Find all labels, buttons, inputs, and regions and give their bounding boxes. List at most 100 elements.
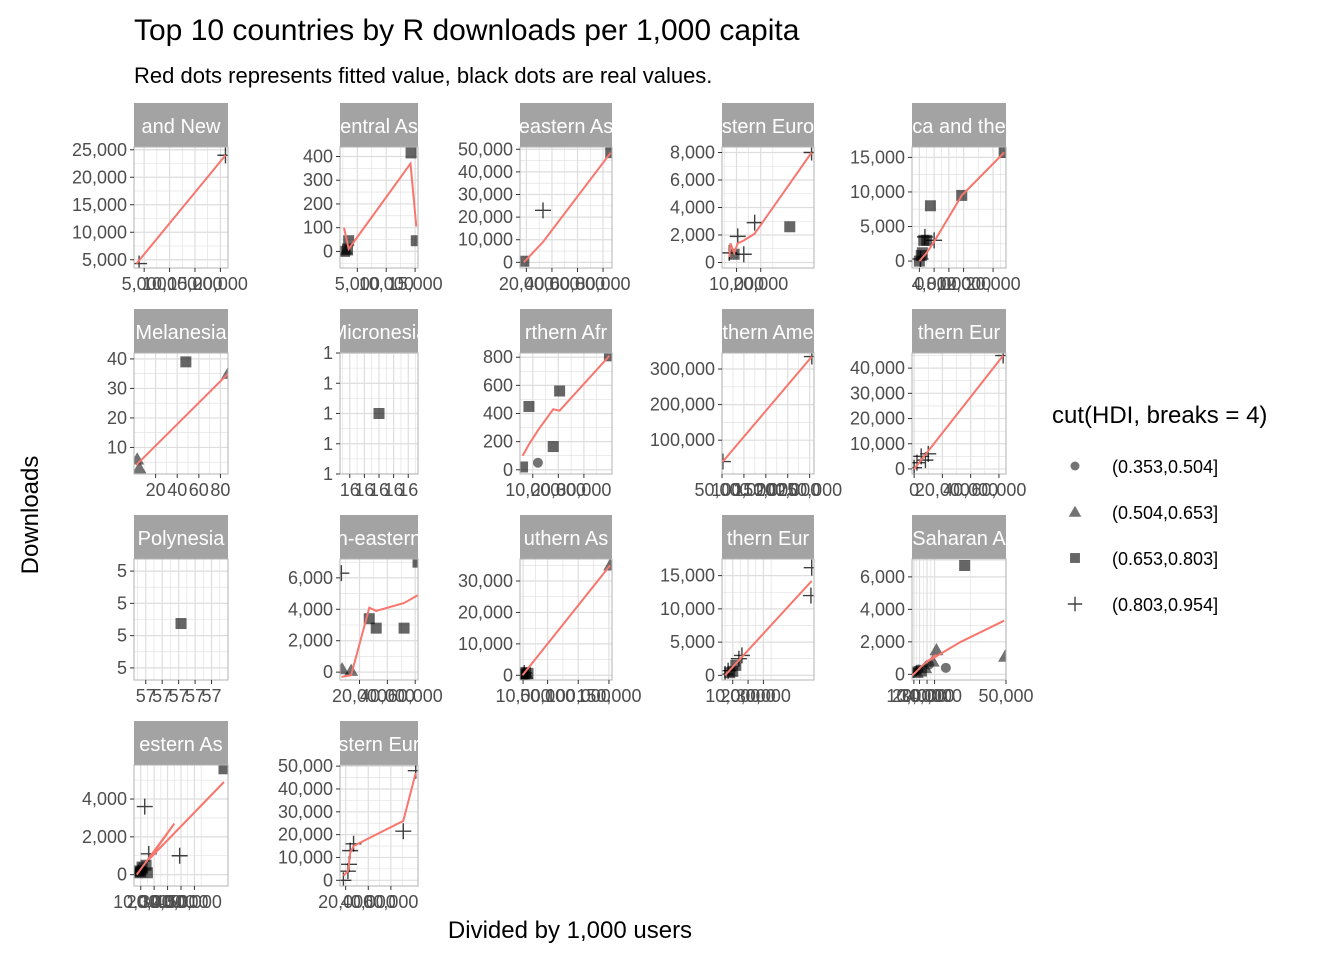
y-tick-label: 40,000 (850, 358, 905, 378)
x-tick-label: 20,000 (332, 686, 387, 706)
y-axis-title: Downloads (17, 456, 44, 575)
facet-strip-label: Micronesia (331, 322, 429, 344)
facet-panel: n-eastern 0 2,000 4,000 6,000 20,00040,00060,… (288, 515, 443, 706)
y-tick-label: 10,000 (458, 230, 513, 250)
data-point (733, 647, 750, 664)
y-tick-label: 400 (483, 404, 513, 424)
y-tick-label: 1 (323, 434, 333, 454)
facet-strip (520, 103, 612, 147)
y-tick-label: 0 (503, 252, 513, 272)
data-point (398, 622, 410, 634)
legend-key-square (1070, 553, 1080, 563)
data-point (959, 559, 971, 571)
x-tick-label: 40 (167, 480, 187, 500)
facet-strip-label: Melanesia (135, 322, 227, 344)
x-tick-label: 40,000 (907, 686, 962, 706)
y-tick-label: 30,000 (278, 802, 333, 822)
x-tick-label: 80,000 (576, 274, 631, 294)
data-point (140, 859, 152, 871)
y-tick-label: 5,000 (82, 250, 127, 270)
x-tick-label: 50,000 (167, 892, 222, 912)
x-tick-label: 57 (136, 686, 156, 706)
x-tick-label: 30,000 (736, 686, 791, 706)
data-point (735, 246, 752, 263)
x-tick-label: 60,000 (971, 480, 1026, 500)
fitted-line (342, 772, 417, 877)
x-tick-label: 57 (185, 686, 205, 706)
data-point (522, 667, 534, 679)
data-point (998, 147, 1006, 159)
y-tick-label: 30,000 (850, 383, 905, 403)
y-tick-label: 4,000 (860, 599, 905, 619)
facet-strip-label: thern Eur (727, 528, 810, 550)
y-tick-label: 30,000 (458, 571, 513, 591)
data-point (363, 613, 375, 625)
y-tick-label: 4,000 (670, 198, 715, 218)
y-tick-label: 4,000 (82, 789, 127, 809)
chart-subtitle: Red dots represents fitted value, black … (134, 63, 712, 88)
facet-strip (340, 103, 418, 147)
facet-panel: rthern Afr 0 200 400 600 800 10,00020,00030,00… (483, 309, 613, 500)
fitted-line (343, 160, 418, 252)
y-tick-label: 0 (503, 460, 513, 480)
x-tick-label: 57 (202, 686, 222, 706)
facet-strip-label: estern As (139, 734, 222, 756)
x-tick-label: 20,000 (733, 274, 788, 294)
facet-strip (912, 309, 1006, 353)
y-tick-label: 25,000 (72, 140, 127, 160)
facet-panel: ca and the05,00010,00015,00004,0008,0001… (850, 103, 1021, 294)
data-point (554, 385, 566, 397)
facet-panel: estern As 0 2,000 4,000 10,00020,00030,00040… (82, 721, 229, 912)
x-tick-label: 40,000 (360, 686, 415, 706)
data-point (532, 457, 543, 468)
x-tick-label: 40,000 (153, 892, 208, 912)
data-point (802, 587, 814, 604)
x-tick-label: 100,000 (546, 686, 611, 706)
data-point (784, 221, 796, 233)
x-tick-label: 20,000 (193, 274, 248, 294)
data-point (373, 408, 385, 419)
facet-strip-label: thern Eur (918, 322, 1001, 344)
y-tick-label: 20 (107, 408, 127, 428)
y-tick-label: 1 (323, 343, 333, 363)
y-tick-label: 300,000 (650, 359, 715, 379)
x-tick-label: 5,000 (122, 274, 167, 294)
x-tick-label: 50,000 (978, 686, 1033, 706)
y-tick-label: 8,000 (670, 143, 715, 163)
data-point (217, 147, 228, 164)
gridlines (721, 353, 814, 474)
data-point (520, 461, 529, 473)
x-tick-label: 20 (146, 480, 166, 500)
y-tick-label: 6,000 (670, 170, 715, 190)
y-tick-label: 10,000 (72, 222, 127, 242)
facet-panels: and New5,00010,00015,00020,00025,0005,00… (72, 103, 1034, 912)
y-tick-label: 5 (117, 658, 127, 678)
data-point (925, 654, 940, 667)
x-tick-label: 16 (354, 480, 374, 500)
data-point (180, 356, 192, 368)
legend-key-triangle (1068, 505, 1082, 517)
x-tick-label: 40,000 (943, 480, 998, 500)
y-tick-label: 2,000 (670, 225, 715, 245)
legend-title: cut(HDI, breaks = 4) (1052, 402, 1267, 429)
x-tick-label: 60,000 (550, 274, 605, 294)
x-tick-label: 57 (169, 686, 189, 706)
x-tick-label: 10,000 (709, 274, 764, 294)
x-tick-label: 16 (340, 480, 360, 500)
y-tick-label: 100 (303, 218, 333, 238)
y-tick-label: 20,000 (278, 825, 333, 845)
facet-panel: stern Eur010,00020,00030,00040,00050,000… (278, 721, 419, 912)
facet-panel: stern Euro 0 2,000 4,000 6,000 8,000 10,00020,… (670, 103, 815, 294)
x-tick-label: 50,000 (694, 480, 749, 500)
facet-strip (340, 721, 418, 765)
facet-panel: Saharan A 0 2,000 4,000 6,000 10,00020,00030,… (860, 515, 1034, 706)
x-tick-label: 10,000 (359, 274, 414, 294)
x-tick-label: 20,000 (892, 686, 947, 706)
y-tick-label: 0 (705, 253, 715, 273)
x-tick-label: 5,000 (335, 274, 380, 294)
data-point (523, 400, 535, 412)
x-tick-label: 150,000 (733, 480, 798, 500)
y-tick-label: 15,000 (660, 566, 715, 586)
data-point (405, 147, 417, 159)
